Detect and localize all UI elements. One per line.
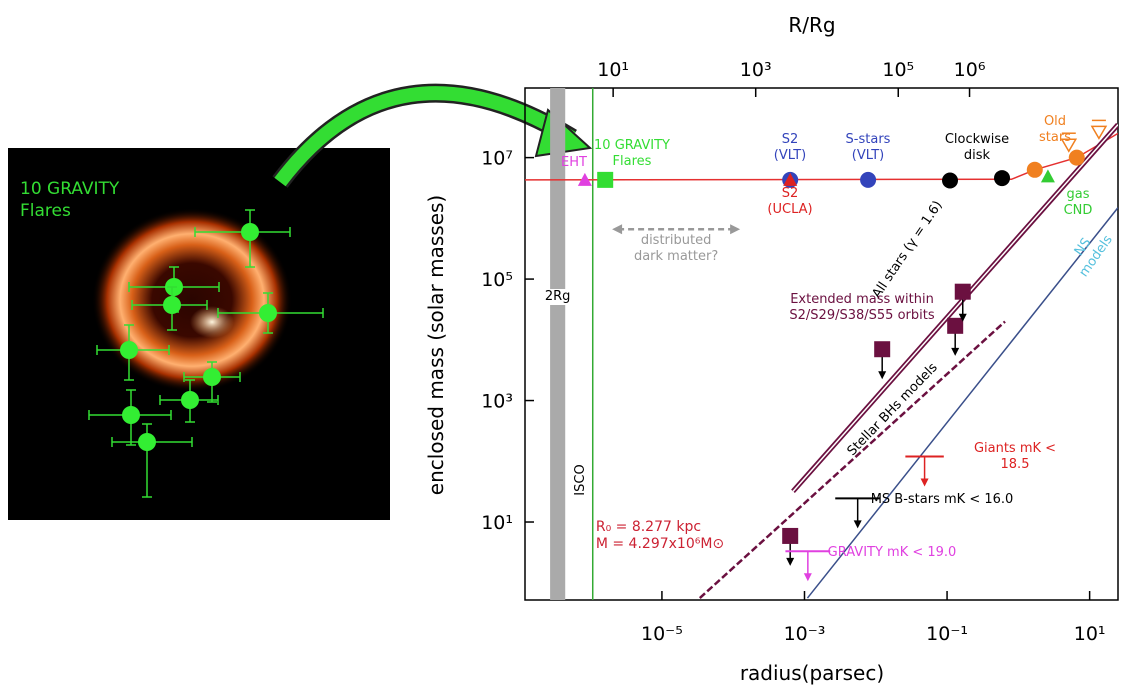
inset-point bbox=[203, 368, 221, 386]
arrow-head bbox=[612, 224, 623, 235]
plot-frame bbox=[524, 87, 1119, 601]
mass-limit bbox=[947, 317, 964, 334]
point bbox=[994, 170, 1011, 187]
limit-arrow-head bbox=[920, 478, 929, 487]
x-axis-label: radius(parsec) bbox=[740, 661, 884, 685]
x2-tick-label: 10³ bbox=[740, 59, 772, 81]
x-tick-label: 10¹ bbox=[1074, 623, 1106, 645]
inset-point bbox=[138, 433, 156, 451]
y-tick-label: 10¹ bbox=[481, 512, 513, 534]
line bbox=[698, 320, 1006, 599]
mass-limit bbox=[954, 283, 971, 300]
point bbox=[1040, 169, 1055, 183]
line-inner bbox=[792, 124, 1118, 492]
limit-arrow-head bbox=[853, 520, 862, 529]
mass-limit bbox=[874, 341, 891, 358]
limit-arrow-head bbox=[951, 347, 960, 356]
y-tick-label: 10⁵ bbox=[481, 269, 513, 291]
x2-tick-label: 10¹ bbox=[597, 59, 629, 81]
y-axis-label: enclosed mass (solar masses) bbox=[424, 195, 448, 495]
old-star-limit bbox=[1090, 125, 1108, 140]
point bbox=[860, 171, 877, 188]
inset-point bbox=[181, 391, 199, 409]
inset-point bbox=[120, 341, 138, 359]
limit-arrow-head bbox=[803, 573, 812, 582]
point bbox=[577, 172, 592, 186]
inset-point bbox=[259, 304, 277, 322]
inset-point bbox=[241, 223, 259, 241]
y-tick-label: 10³ bbox=[481, 391, 513, 413]
x-tick-label: 10⁻⁵ bbox=[641, 623, 683, 645]
arrow bbox=[274, 86, 576, 187]
plot-area bbox=[525, 88, 1118, 600]
y-tick-label: 10⁷ bbox=[481, 148, 513, 170]
limit-arrow-head bbox=[786, 557, 795, 566]
point bbox=[942, 172, 959, 189]
point bbox=[1068, 149, 1085, 166]
point bbox=[783, 172, 798, 186]
x2-tick-label: 10⁵ bbox=[882, 59, 914, 81]
x2-tick-label: 10⁶ bbox=[954, 59, 986, 81]
limit-arrow-head bbox=[878, 371, 887, 380]
line bbox=[806, 207, 1118, 599]
ring-glow bbox=[92, 208, 292, 392]
point bbox=[597, 171, 614, 188]
arrow-head bbox=[730, 224, 741, 235]
inset-points bbox=[88, 209, 324, 498]
inset-point bbox=[122, 406, 140, 424]
limit-arrow-head bbox=[958, 313, 967, 322]
x2-axis-label: R/Rg bbox=[788, 13, 835, 37]
band-2rg bbox=[550, 88, 566, 600]
inset-point bbox=[163, 296, 181, 314]
old-star-limit bbox=[1060, 138, 1078, 153]
ring-spot bbox=[190, 306, 234, 338]
x-tick-label: 10⁻³ bbox=[784, 623, 826, 645]
mass-limit bbox=[782, 527, 799, 544]
point bbox=[1026, 161, 1043, 178]
x-tick-label: 10⁻¹ bbox=[926, 623, 968, 645]
